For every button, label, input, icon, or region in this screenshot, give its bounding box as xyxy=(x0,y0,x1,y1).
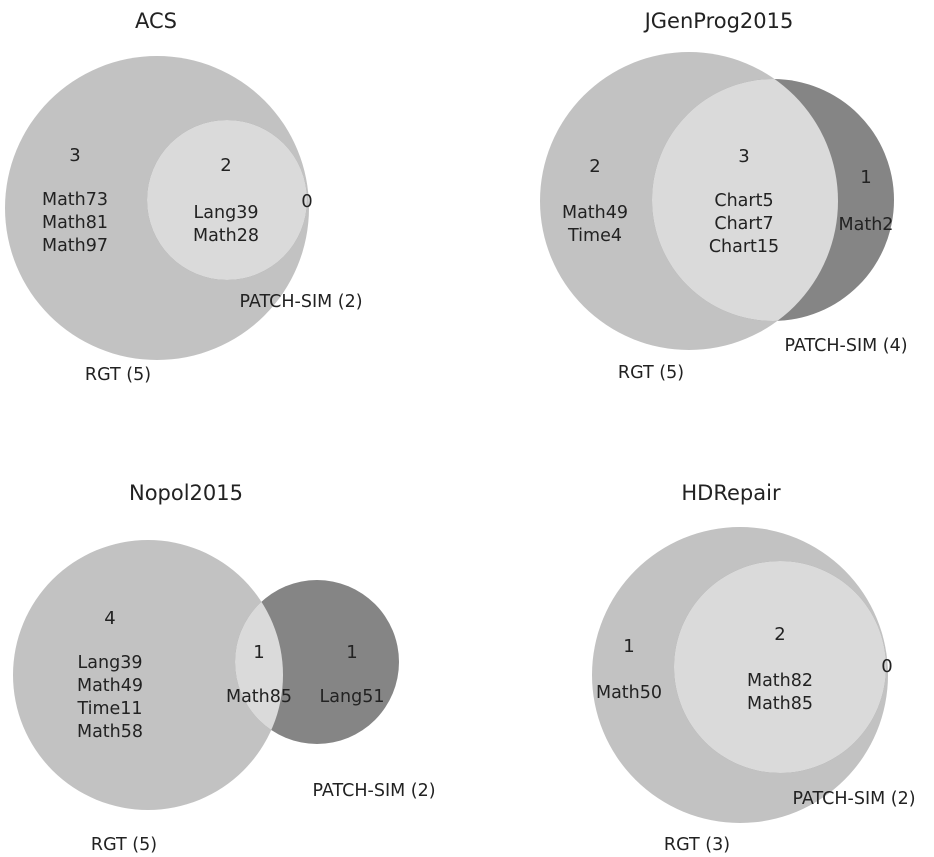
venn-title: Nopol2015 xyxy=(129,481,243,505)
overlap-item: Math82 xyxy=(747,671,813,691)
venn-hdrepair: HDRepair 1 Math50 2 Math82 Math85 0 PATC… xyxy=(592,481,916,855)
rgt-only-item: Math73 xyxy=(42,190,108,210)
overlap-count: 1 xyxy=(253,642,264,663)
rgt-set-label: RGT (5) xyxy=(85,365,151,385)
rgt-only-count: 1 xyxy=(623,636,634,657)
venn-jgenprog2015: JGenProg2015 2 Math49 Time4 3 Chart5 Cha… xyxy=(540,9,908,383)
patchsim-set-label: PATCH-SIM (2) xyxy=(312,781,435,801)
rgt-only-item: Lang39 xyxy=(78,653,143,673)
patchsim-only-item: Math2 xyxy=(839,215,894,235)
patchsim-only-item: Lang51 xyxy=(320,687,385,707)
rgt-only-item: Math50 xyxy=(596,683,662,703)
patchsim-set-label: PATCH-SIM (2) xyxy=(239,292,362,312)
patchsim-only-count: 0 xyxy=(301,191,312,212)
patchsim-only-count: 1 xyxy=(346,642,357,663)
rgt-only-item: Time11 xyxy=(76,699,142,719)
overlap-count: 2 xyxy=(774,624,785,645)
venn-title: JGenProg2015 xyxy=(643,9,794,33)
rgt-only-item: Math81 xyxy=(42,213,108,233)
rgt-only-item: Math58 xyxy=(77,722,143,742)
patchsim-only-count: 0 xyxy=(881,656,892,677)
venn-nopol2015: Nopol2015 4 Lang39 Math49 Time11 Math58 … xyxy=(13,481,436,855)
rgt-set-label: RGT (5) xyxy=(618,363,684,383)
overlap-count: 3 xyxy=(738,146,749,167)
overlap-item: Chart15 xyxy=(709,237,779,257)
overlap-item: Chart5 xyxy=(714,191,773,211)
rgt-only-item: Time4 xyxy=(567,226,622,246)
rgt-only-item: Math49 xyxy=(562,203,628,223)
rgt-only-item: Math97 xyxy=(42,236,108,256)
rgt-only-item: Math49 xyxy=(77,676,143,696)
venn-acs: ACS 3 Math73 Math81 Math97 2 Lang39 Math… xyxy=(5,9,363,385)
patchsim-set-label: PATCH-SIM (2) xyxy=(792,789,915,809)
rgt-set-label: RGT (5) xyxy=(91,835,157,855)
patchsim-set-label: PATCH-SIM (4) xyxy=(784,336,907,356)
rgt-only-count: 3 xyxy=(69,145,80,166)
venn-title: HDRepair xyxy=(681,481,781,505)
rgt-only-count: 2 xyxy=(589,156,600,177)
overlap-item: Math85 xyxy=(747,694,813,714)
overlap-region xyxy=(147,120,307,280)
rgt-set-label: RGT (3) xyxy=(664,835,730,855)
patchsim-only-count: 1 xyxy=(860,167,871,188)
overlap-item: Lang39 xyxy=(194,203,259,223)
rgt-circle xyxy=(13,540,283,810)
overlap-item: Math28 xyxy=(193,226,259,246)
overlap-count: 2 xyxy=(220,155,231,176)
overlap-region xyxy=(674,561,886,773)
overlap-item: Math85 xyxy=(226,687,292,707)
venn-title: ACS xyxy=(135,9,177,33)
rgt-only-count: 4 xyxy=(104,608,115,629)
overlap-item: Chart7 xyxy=(714,214,773,234)
